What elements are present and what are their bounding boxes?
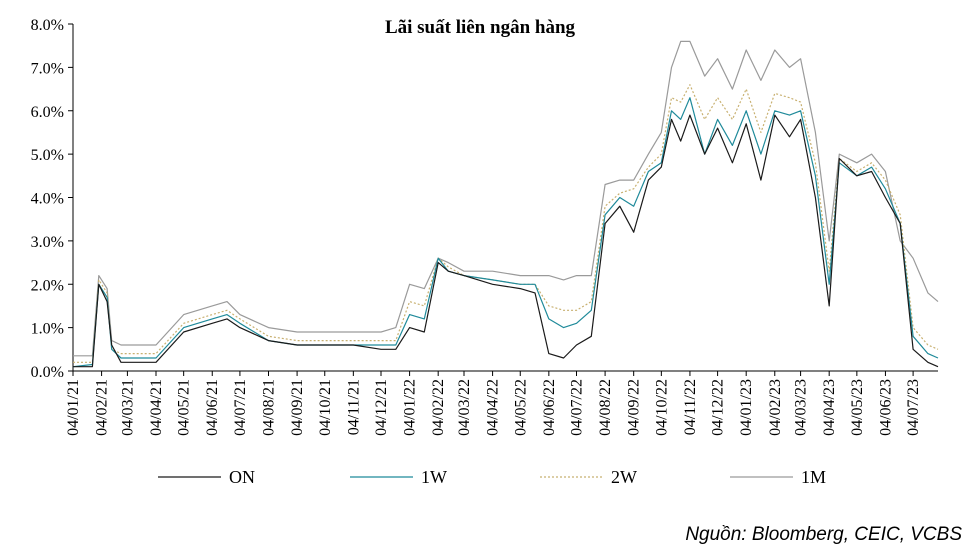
x-tick-label: 04/07/22 [569,379,586,436]
x-tick-label: 04/08/22 [597,379,614,436]
y-tick-label: 8.0% [31,17,64,34]
x-tick-label: 04/03/21 [119,379,136,436]
y-tick-label: 6.0% [31,104,64,121]
x-tick-label: 04/11/22 [682,379,699,435]
x-tick-label: 04/09/22 [626,379,643,436]
x-tick-label: 04/05/23 [849,379,866,436]
x-tick-label: 04/06/23 [877,379,894,436]
x-tick-label: 04/02/23 [767,379,784,436]
chart-title: Lãi suất liên ngân hàng [385,17,576,38]
y-tick-label: 1.0% [31,321,64,338]
x-tick-label: 04/07/23 [905,379,922,436]
x-tick-label: 04/01/22 [402,379,419,436]
x-tick-label: 04/08/21 [261,379,278,436]
x-tick-label: 04/04/21 [148,379,165,436]
legend-label-on: ON [229,467,255,487]
legend-label-1w: 1W [421,467,447,487]
x-tick-label: 04/12/21 [373,379,390,436]
x-tick-label: 04/09/21 [289,379,306,436]
x-tick-label: 04/04/22 [485,379,502,436]
x-axis: 04/01/21 04/02/21 04/03/21 04/04/21 04/05/21… [65,370,938,436]
x-tick-label: 04/11/21 [345,379,362,435]
y-tick-label: 0.0% [31,364,64,381]
series-line-on [73,114,939,368]
x-tick-label: 04/02/21 [94,379,111,436]
x-tick-label: 04/10/22 [653,379,670,436]
y-tick-label: 4.0% [31,191,64,208]
source-note: Nguồn: Bloomberg, CEIC, VCBS [685,524,962,545]
x-tick-label: 04/06/21 [204,379,221,436]
legend-label-1m: 1M [801,467,826,487]
y-axis: 0.0% 1.0% 2.0% 3.0% 4.0% 5.0% 6.0% 7.0% 8.0% [31,17,74,381]
series-line-1m [73,40,939,357]
x-tick-label: 04/05/22 [512,379,529,436]
x-tick-label: 04/05/21 [176,379,193,436]
y-tick-label: 5.0% [31,147,64,164]
legend-label-2w: 2W [611,467,637,487]
x-tick-label: 04/07/21 [232,379,249,436]
x-tick-label: 04/01/23 [738,379,755,436]
x-tick-label: 04/10/21 [317,379,334,436]
x-tick-label: 04/03/22 [456,379,473,436]
legend: ON 1W 2W 1M [158,467,826,487]
x-tick-label: 04/01/21 [65,379,82,436]
x-tick-label: 04/04/23 [821,379,838,436]
series-line-1w [72,97,939,368]
y-tick-label: 7.0% [31,60,64,77]
x-tick-label: 04/03/23 [793,379,810,436]
x-tick-label: 04/02/22 [430,379,447,436]
series-lines [72,40,939,368]
series-line-2w [73,84,939,363]
x-tick-label: 04/06/22 [541,379,558,436]
x-tick-label: 04/12/22 [710,379,727,436]
y-tick-label: 3.0% [31,234,64,251]
y-tick-label: 2.0% [31,277,64,294]
